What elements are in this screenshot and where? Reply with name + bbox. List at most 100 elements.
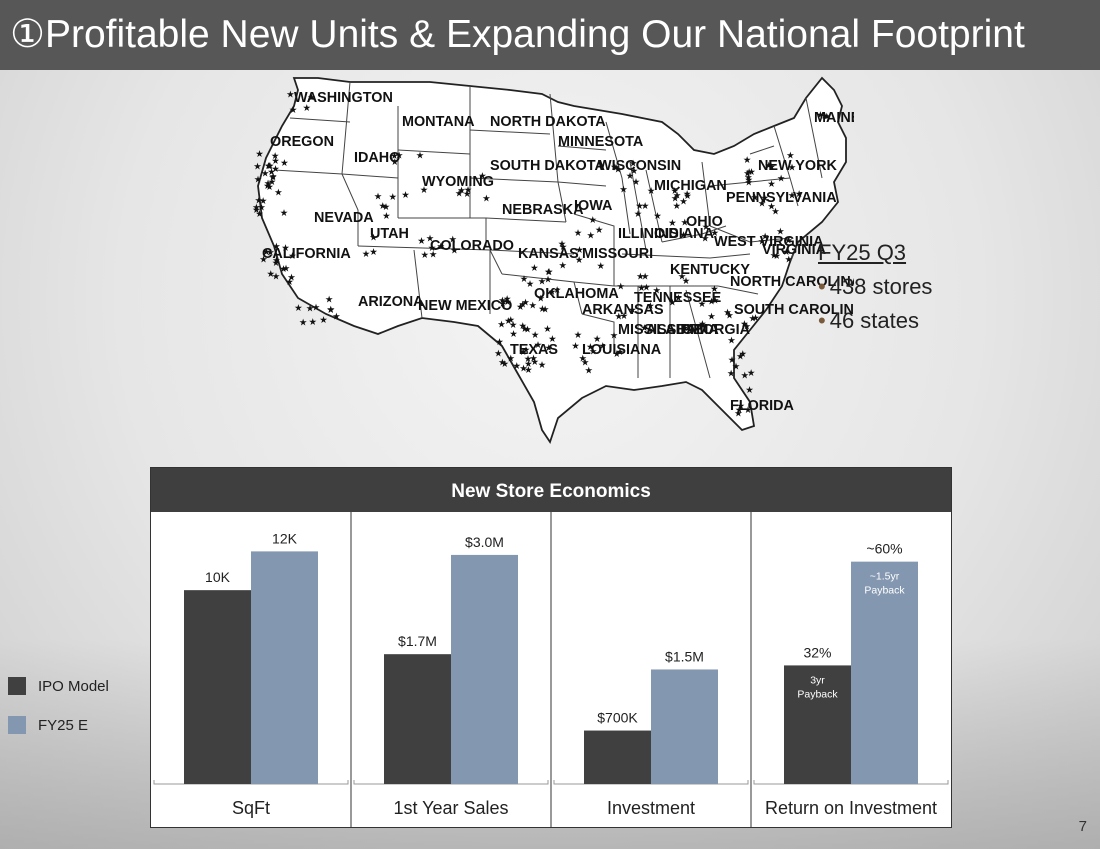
data-label: $1.7M	[398, 633, 437, 649]
store-star-icon: ★	[272, 272, 281, 283]
state-label: TEXAS	[510, 342, 558, 358]
legend-swatch	[8, 716, 26, 734]
store-star-icon: ★	[553, 285, 562, 296]
state-label: IDAHO	[354, 150, 400, 166]
store-star-icon: ★	[326, 304, 335, 315]
store-star-icon: ★	[632, 177, 641, 188]
store-star-icon: ★	[620, 311, 629, 322]
store-star-icon: ★	[263, 181, 272, 192]
store-star-icon: ★	[680, 323, 689, 334]
store-star-icon: ★	[740, 319, 749, 330]
store-star-icon: ★	[495, 337, 504, 348]
store-star-icon: ★	[524, 354, 533, 365]
store-star-icon: ★	[545, 267, 554, 278]
store-star-icon: ★	[266, 248, 275, 259]
store-star-icon: ★	[286, 90, 295, 101]
state-label: FLORIDA	[730, 398, 795, 414]
store-star-icon: ★	[581, 358, 590, 369]
store-star-icon: ★	[261, 168, 270, 179]
store-star-icon: ★	[307, 92, 316, 103]
state-label: WASHINGTON	[294, 90, 393, 106]
store-star-icon: ★	[524, 365, 533, 376]
store-star-icon: ★	[727, 336, 736, 347]
store-star-icon: ★	[294, 303, 303, 314]
store-markers: ★★★★★★★★★★★★★★★★★★★★★★★★★★★ ★★★★★★★★ ★★★★★…	[252, 90, 831, 420]
store-star-icon: ★	[374, 192, 383, 203]
payback-label: ~1.5yr	[870, 571, 900, 583]
store-star-icon: ★	[586, 230, 595, 241]
state-label: NEVADA	[314, 210, 374, 226]
state-label: MISSISSIPPI	[618, 322, 704, 338]
store-star-icon: ★	[575, 255, 584, 266]
store-star-icon: ★	[521, 298, 530, 309]
new-store-economics-chart: New Store Economics SqFt 10K 12K 1st Year S…	[150, 467, 952, 828]
store-star-icon: ★	[670, 186, 679, 197]
bar-fy25-e	[651, 669, 718, 784]
store-star-icon: ★	[478, 171, 487, 182]
payback-label: 3yr	[810, 674, 825, 686]
store-star-icon: ★	[506, 354, 515, 365]
store-star-icon: ★	[252, 202, 261, 213]
store-star-icon: ★	[678, 272, 687, 283]
store-star-icon: ★	[616, 347, 625, 358]
data-label: $3.0M	[465, 534, 504, 550]
store-star-icon: ★	[436, 242, 445, 253]
data-label: 12K	[272, 530, 298, 546]
state-label: ILLINOIS	[618, 226, 679, 242]
store-star-icon: ★	[742, 322, 751, 333]
legend-item-fy25-e: FY25 E	[8, 715, 109, 735]
store-star-icon: ★	[272, 256, 281, 267]
store-star-icon: ★	[728, 355, 737, 366]
store-star-icon: ★	[523, 324, 532, 335]
store-star-icon: ★	[702, 222, 711, 233]
store-star-icon: ★	[767, 162, 776, 173]
store-star-icon: ★	[571, 341, 580, 352]
store-star-icon: ★	[541, 304, 550, 315]
store-star-icon: ★	[288, 251, 297, 262]
store-star-icon: ★	[614, 312, 623, 323]
store-star-icon: ★	[596, 261, 605, 272]
store-star-icon: ★	[362, 249, 371, 260]
state-label: OHIO	[686, 214, 723, 230]
store-star-icon: ★	[626, 171, 635, 182]
store-star-icon: ★	[254, 196, 263, 207]
store-star-icon: ★	[776, 226, 785, 237]
store-star-icon: ★	[538, 360, 547, 371]
store-star-icon: ★	[574, 228, 583, 239]
store-star-icon: ★	[630, 166, 639, 177]
store-star-icon: ★	[740, 370, 749, 381]
store-star-icon: ★	[548, 334, 557, 345]
store-star-icon: ★	[259, 196, 268, 207]
store-star-icon: ★	[519, 364, 528, 375]
store-star-icon: ★	[612, 162, 621, 173]
store-star-icon: ★	[558, 260, 567, 271]
store-star-icon: ★	[760, 193, 769, 204]
state-label: UTAH	[370, 226, 409, 242]
store-star-icon: ★	[289, 105, 298, 116]
store-star-icon: ★	[589, 346, 598, 357]
bullet-icon: •	[818, 274, 826, 299]
store-star-icon: ★	[636, 272, 645, 283]
store-star-icon: ★	[448, 234, 457, 245]
store-star-icon: ★	[683, 189, 692, 200]
state-label: INDIANA	[654, 226, 715, 242]
state-label: MISSOURI	[582, 246, 653, 262]
store-star-icon: ★	[653, 211, 662, 222]
store-star-icon: ★	[680, 218, 689, 229]
store-star-icon: ★	[816, 110, 825, 121]
store-star-icon: ★	[637, 283, 646, 294]
store-star-icon: ★	[509, 320, 518, 331]
store-star-icon: ★	[279, 264, 288, 275]
store-star-icon: ★	[269, 172, 278, 183]
payback-label: Payback	[797, 688, 838, 700]
store-star-icon: ★	[503, 294, 512, 305]
store-star-icon: ★	[777, 174, 786, 185]
store-star-icon: ★	[745, 167, 754, 178]
store-star-icon: ★	[287, 272, 296, 283]
store-star-icon: ★	[497, 320, 506, 331]
state-label: COLORADO	[430, 238, 514, 254]
store-star-icon: ★	[253, 162, 262, 173]
store-star-icon: ★	[388, 192, 397, 203]
store-star-icon: ★	[672, 201, 681, 212]
store-star-icon: ★	[584, 366, 593, 377]
